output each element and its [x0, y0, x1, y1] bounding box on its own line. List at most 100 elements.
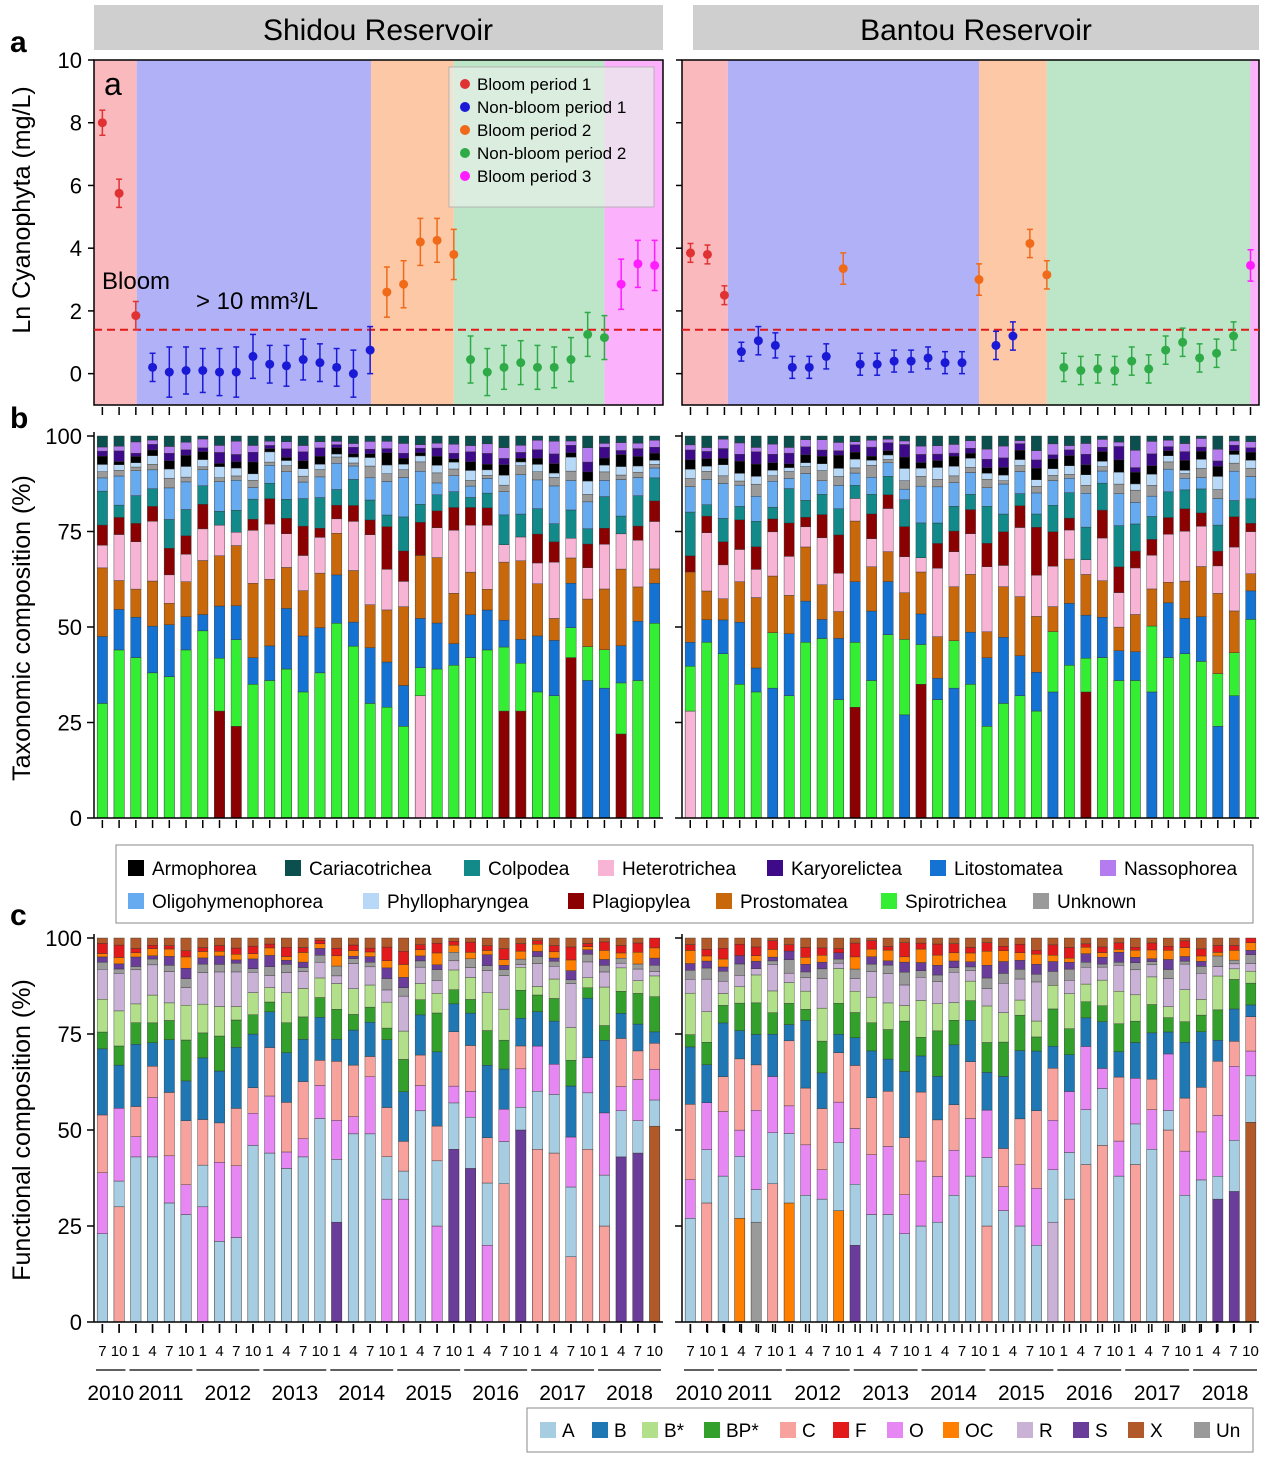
bar-segment [264, 1001, 276, 1013]
bar-segment [899, 499, 910, 527]
bar-segment [1080, 691, 1092, 819]
bar-segment [582, 461, 594, 473]
bar-segment [649, 452, 661, 461]
bar-segment [264, 680, 276, 819]
bar-segment [431, 993, 443, 1014]
bar-segment [314, 537, 326, 574]
month-label: 7 [634, 1343, 642, 1360]
bar-segment [1146, 453, 1158, 466]
bar-segment [96, 477, 108, 492]
bar-segment [1014, 1050, 1026, 1120]
bar-segment [882, 949, 894, 962]
period-band [682, 60, 728, 405]
bar-segment [833, 962, 844, 969]
bar-segment [163, 477, 175, 489]
data-point [702, 249, 712, 259]
legend-label: Armophorea [152, 859, 257, 880]
year-label: 2013 [271, 1382, 318, 1405]
bar-segment [1228, 950, 1240, 961]
bar-segment [264, 523, 276, 580]
bar-segment [1031, 467, 1042, 480]
legend-marker [460, 79, 470, 89]
bar-segment [833, 1142, 844, 1211]
bar-segment [1163, 969, 1174, 979]
bar-segment [1031, 1036, 1042, 1052]
bar-segment [1130, 994, 1141, 1022]
bar-segment [331, 1039, 343, 1062]
bar-segment [882, 551, 894, 582]
bar-segment [515, 452, 527, 459]
bar-segment [1146, 964, 1158, 978]
bar-segment [163, 1202, 175, 1323]
legend-label: Nassophorea [1124, 859, 1237, 880]
bar-segment [849, 1244, 861, 1323]
bar-segment [1228, 516, 1240, 548]
bar-segment [882, 1146, 894, 1215]
bar-segment [398, 452, 409, 459]
legend-label: Colpodea [488, 859, 570, 880]
bar-segment [1080, 953, 1092, 963]
bar-segment [1130, 483, 1141, 491]
bar-segment [750, 946, 762, 956]
bar-segment [767, 462, 778, 471]
month-label: 4 [483, 1343, 491, 1360]
bar-segment [230, 726, 242, 819]
bar-segment [348, 435, 359, 444]
bar-segment [247, 1113, 259, 1146]
bar-segment [515, 461, 527, 466]
bar-segment [414, 452, 426, 457]
bar-segment [532, 951, 543, 957]
bar-segment [448, 1003, 460, 1032]
bar-segment [481, 954, 493, 966]
bar-segment [816, 1198, 828, 1323]
bar-segment [849, 991, 861, 1013]
bar-segment [816, 584, 828, 620]
data-point [616, 279, 626, 289]
bar-segment [281, 533, 292, 568]
bar-segment [113, 957, 125, 965]
bar-segment [197, 937, 209, 948]
bar-segment [398, 1198, 410, 1323]
bar-segment [649, 477, 661, 502]
bar-segment [247, 445, 259, 453]
bar-segment [1245, 1050, 1257, 1077]
bar-segment [750, 1034, 762, 1066]
legend-marker [460, 102, 470, 112]
bar-segment [381, 967, 393, 979]
bar-segment [247, 435, 259, 446]
bar-segment [1130, 962, 1141, 971]
bar-segment [684, 555, 696, 573]
bar-segment [866, 1022, 877, 1052]
bar-segment [1113, 1175, 1125, 1323]
bar-segment [948, 937, 960, 944]
bar-segment [481, 525, 493, 590]
bar-segment [414, 522, 426, 556]
bar-segment [1047, 691, 1059, 819]
bar-segment [448, 643, 460, 666]
bar-segment [800, 1087, 811, 1146]
bar-segment [932, 486, 943, 524]
bar-segment [783, 633, 795, 696]
bar-segment [1113, 942, 1125, 950]
bar-segment [1163, 946, 1174, 951]
bar-segment [1195, 961, 1207, 967]
bar-segment [180, 509, 192, 536]
data-point [770, 340, 780, 350]
bar-segment [833, 485, 844, 509]
bar-segment [348, 1014, 359, 1031]
bar-segment [548, 435, 560, 442]
bar-segment [431, 494, 443, 512]
bar-segment [816, 1007, 828, 1042]
bar-segment [130, 948, 142, 954]
bar-segment [750, 955, 762, 962]
bar-segment [1113, 471, 1125, 485]
bar-segment [348, 447, 359, 454]
bar-segment [515, 989, 527, 1019]
bar-segment [899, 1233, 910, 1323]
bar-segment [414, 555, 426, 619]
bar-segment [866, 494, 877, 515]
legend-swatch [464, 860, 480, 876]
bar-segment [1130, 1042, 1141, 1079]
bar-segment [767, 632, 778, 689]
bar-segment [1228, 1065, 1240, 1141]
